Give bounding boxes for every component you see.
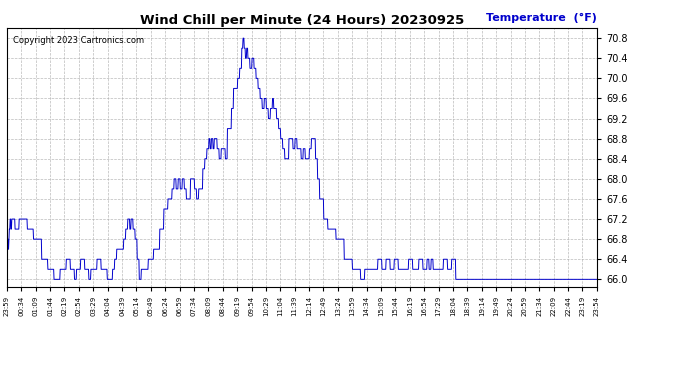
Title: Wind Chill per Minute (24 Hours) 20230925: Wind Chill per Minute (24 Hours) 2023092… xyxy=(140,14,464,27)
Text: Temperature  (°F): Temperature (°F) xyxy=(486,13,597,23)
Text: Copyright 2023 Cartronics.com: Copyright 2023 Cartronics.com xyxy=(13,36,144,45)
